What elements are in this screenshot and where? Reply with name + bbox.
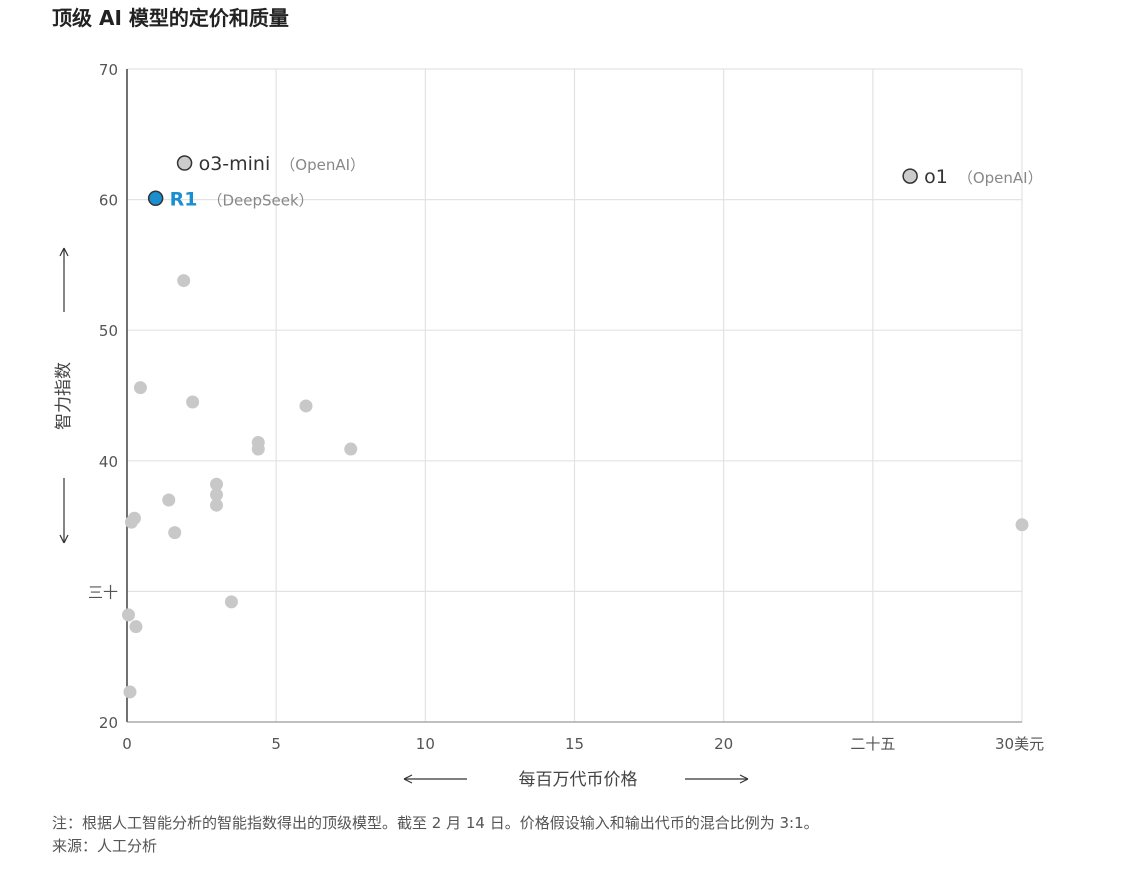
x-tick-label: 二十五 bbox=[850, 735, 895, 753]
highlight-label: o3-mini （OpenAI） bbox=[199, 153, 365, 175]
x-axis-ticks: 0 5 10 15 20 二十五 30美元 bbox=[122, 735, 1044, 753]
y-arrow-up-head bbox=[59, 247, 69, 257]
x-tick-label: 5 bbox=[271, 735, 281, 753]
y-tick-label: 50 bbox=[99, 322, 118, 340]
y-axis-title: 智力指数 bbox=[54, 362, 74, 430]
data-point bbox=[186, 395, 200, 409]
y-arrow-down-head bbox=[59, 534, 69, 544]
x-tick-label: 30美元 bbox=[995, 735, 1044, 753]
x-tick-label: 0 bbox=[122, 735, 132, 753]
footnote: 注：根据人工智能分析的智能指数得出的顶级模型。截至 2 月 14 日。价格假设输… bbox=[52, 812, 819, 858]
y-tick-label: 20 bbox=[99, 714, 118, 732]
y-tick-label: 60 bbox=[99, 192, 118, 210]
data-point bbox=[210, 488, 223, 502]
highlight-label: o1 （OpenAI） bbox=[924, 166, 1042, 188]
data-point bbox=[133, 381, 147, 395]
highlight-point bbox=[902, 168, 918, 184]
grid-lines bbox=[126, 68, 1023, 723]
data-point bbox=[210, 477, 223, 491]
x-tick-label: 10 bbox=[416, 735, 435, 753]
data-point bbox=[129, 620, 143, 634]
data-point bbox=[123, 685, 137, 699]
y-tick-label: 三十 bbox=[88, 583, 118, 601]
data-point bbox=[168, 526, 182, 540]
x-tick-label: 20 bbox=[714, 735, 733, 753]
data-point bbox=[177, 274, 191, 288]
y-axis-ticks: 20 三十 40 50 60 70 bbox=[88, 61, 118, 732]
x-arrow-right-head bbox=[739, 774, 749, 784]
y-tick-label: 40 bbox=[99, 453, 118, 471]
data-point bbox=[210, 498, 223, 512]
data-points bbox=[121, 274, 1029, 699]
data-point bbox=[251, 442, 265, 456]
data-point bbox=[299, 399, 313, 413]
scatter-chart: 0 5 10 15 20 二十五 30美元 20 三十 40 50 60 70 o3-mini （Ope… bbox=[54, 61, 1044, 790]
x-axis-title: 每百万代币价格 bbox=[519, 770, 638, 790]
footnote-source: 来源：人工分析 bbox=[52, 837, 158, 855]
highlight-point bbox=[176, 155, 193, 171]
data-point bbox=[124, 515, 138, 529]
chart-title: 顶级 AI 模型的定价和质量 bbox=[52, 6, 289, 30]
data-point bbox=[1015, 518, 1029, 532]
highlight-label: R1 （DeepSeek） bbox=[170, 188, 314, 210]
x-arrow-left-head bbox=[403, 774, 413, 784]
data-point bbox=[224, 595, 238, 609]
highlighted-models: o3-mini （OpenAI） R1 （DeepSeek） o1 （OpenAI） bbox=[147, 153, 1043, 210]
data-point bbox=[121, 608, 135, 622]
data-point bbox=[344, 442, 358, 456]
footnote-note: 注：根据人工智能分析的智能指数得出的顶级模型。截至 2 月 14 日。价格假设输… bbox=[52, 814, 819, 832]
highlight-point bbox=[147, 190, 164, 207]
axis-labels: 每百万代币价格 智力指数 bbox=[54, 247, 749, 790]
data-point bbox=[162, 493, 176, 507]
y-tick-label: 70 bbox=[99, 61, 118, 79]
x-tick-label: 15 bbox=[565, 735, 584, 753]
